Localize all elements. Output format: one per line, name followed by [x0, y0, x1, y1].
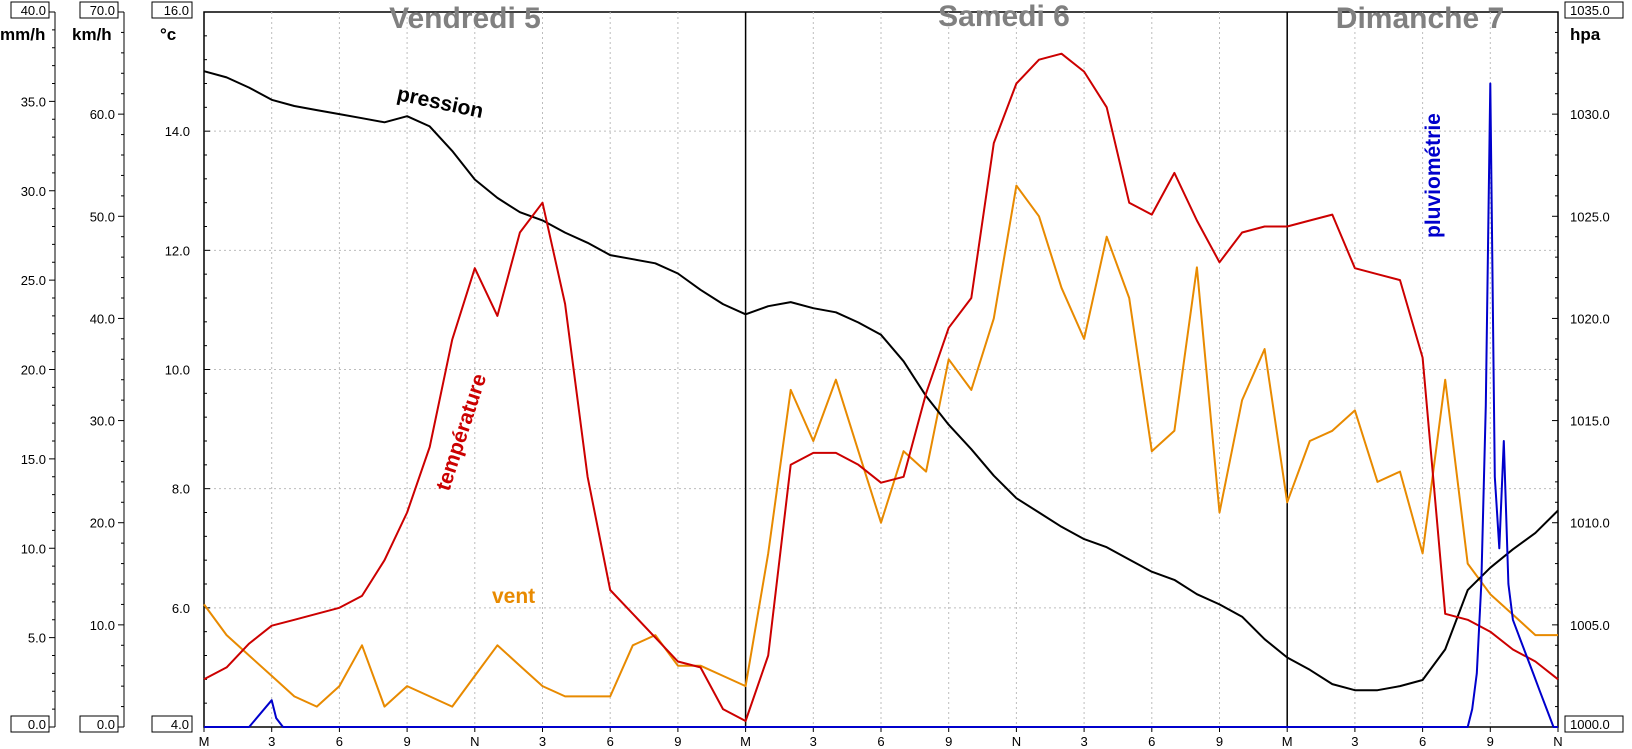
- x-tick-label: 6: [336, 734, 343, 749]
- x-tick-label: 6: [607, 734, 614, 749]
- x-tick-label: N: [1553, 734, 1562, 749]
- x-tick-label: 6: [1419, 734, 1426, 749]
- x-tick-label: 3: [1080, 734, 1087, 749]
- temperature-axis: 14.0 12.0 10.0 8.0 6.0 16.0 4.0 °c: [151, 1, 210, 733]
- pressure-axis: 1030.0 1025.0 1020.0 1015.0 1010.0 1005.0 103…: [1552, 1, 1624, 733]
- rain-tick-label: 20.0: [21, 363, 46, 378]
- day-label-vendredi: Vendredi 5: [389, 2, 541, 35]
- wind-tick-label: 40.0: [90, 311, 115, 326]
- wind-axis: 60.0 50.0 40.0 30.0 20.0 10.0 70.0 0.0 km/h: [72, 1, 125, 733]
- rain-axis-bottom-label: 0.0: [28, 717, 46, 732]
- x-tick-label: 6: [1148, 734, 1155, 749]
- rain-tick-label: 15.0: [21, 452, 46, 467]
- day-separators: [744, 12, 1288, 727]
- pressure-axis-top-label: 1035.0: [1570, 3, 1610, 18]
- grid: [204, 12, 1558, 727]
- day-label-samedi: Samedi 6: [938, 0, 1070, 33]
- series-line-pressure: [203, 70, 1559, 692]
- x-tick-label: 3: [268, 734, 275, 749]
- wind-axis-top-label: 70.0: [90, 3, 115, 18]
- rain-tick-label: 30.0: [21, 184, 46, 199]
- rain-unit-label: mm/h: [0, 25, 45, 44]
- temperature-axis-bottom-label: 4.0: [171, 717, 189, 732]
- x-tick-label: N: [1012, 734, 1021, 749]
- x-tick-label: 3: [1351, 734, 1358, 749]
- rain-tick-label: 25.0: [21, 273, 46, 288]
- pressure-unit-label: hpa: [1570, 25, 1601, 44]
- vent-series-label: vent: [492, 585, 535, 608]
- x-tick-label: 3: [810, 734, 817, 749]
- x-tick-label: 9: [674, 734, 681, 749]
- pressure-tick-label: 1020.0: [1570, 311, 1610, 326]
- pressure-tick-label: 1005.0: [1570, 618, 1610, 633]
- wind-tick-label: 30.0: [90, 414, 115, 429]
- wind-tick-label: 50.0: [90, 209, 115, 224]
- series-line-wind: [203, 184, 1558, 708]
- temperature-tick-label: 6.0: [172, 601, 190, 616]
- temperature-tick-label: 8.0: [172, 482, 190, 497]
- x-tick-label: N: [470, 734, 479, 749]
- temperature-axis-top-label: 16.0: [164, 3, 189, 18]
- pressure-tick-label: 1025.0: [1570, 209, 1610, 224]
- x-tick-label: 9: [1216, 734, 1223, 749]
- x-tick-label: M: [740, 734, 751, 749]
- rain-tick-label: 5.0: [28, 631, 46, 646]
- series-layer: [203, 52, 1559, 728]
- rain-axis: 35.0 30.0 25.0 20.0 15.0 10.0 5.0 40.0 0.0 mm/…: [0, 1, 56, 733]
- x-tick-label: 6: [877, 734, 884, 749]
- wind-unit-label: km/h: [72, 25, 112, 44]
- wind-axis-bottom-label: 0.0: [97, 717, 115, 732]
- wind-tick-label: 10.0: [90, 618, 115, 633]
- day-label-dimanche: Dimanche 7: [1336, 2, 1504, 35]
- temperature-tick-label: 14.0: [165, 124, 190, 139]
- x-tick-label: 9: [403, 734, 410, 749]
- wind-tick-label: 60.0: [90, 107, 115, 122]
- rain-tick-label: 35.0: [21, 94, 46, 109]
- rain-axis-top-label: 40.0: [21, 3, 46, 18]
- pressure-axis-bottom-label: 1000.0: [1570, 717, 1610, 732]
- pressure-tick-label: 1010.0: [1570, 516, 1610, 531]
- wind-tick-label: 20.0: [90, 516, 115, 531]
- x-tick-label: 9: [945, 734, 952, 749]
- temperature-tick-label: 12.0: [165, 243, 190, 258]
- series-line-rain: [204, 82, 1558, 728]
- temperature-unit-label: °c: [160, 25, 176, 44]
- x-tick-label: 3: [539, 734, 546, 749]
- pluviometrie-series-label: pluviométrie: [1422, 113, 1445, 238]
- temperature-tick-label: 10.0: [165, 363, 190, 378]
- pressure-tick-label: 1030.0: [1570, 107, 1610, 122]
- pressure-tick-label: 1015.0: [1570, 414, 1610, 429]
- series-line-temperature: [203, 52, 1559, 722]
- rain-tick-label: 10.0: [21, 541, 46, 556]
- x-tick-label: M: [199, 734, 210, 749]
- x-tick-label: M: [1282, 734, 1293, 749]
- x-tick-label: 9: [1487, 734, 1494, 749]
